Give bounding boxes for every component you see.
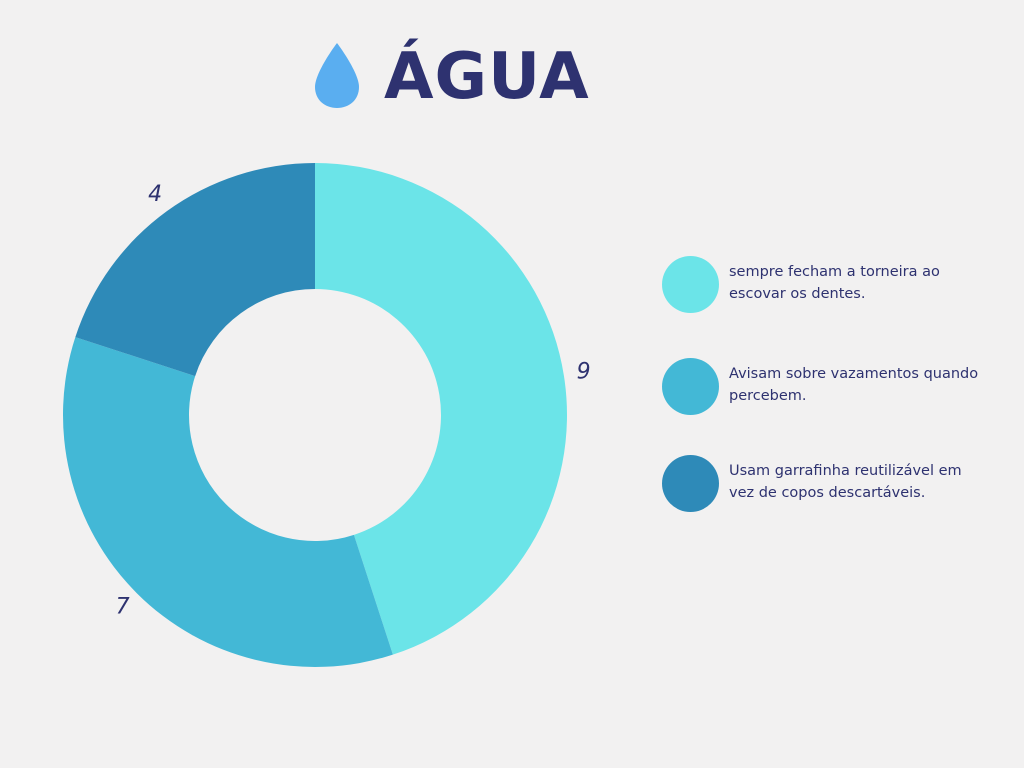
legend: sempre fecham a torneira ao escovar os d… <box>662 0 1002 768</box>
legend-item: Avisam sobre vazamentos quando percebem. <box>662 358 1002 416</box>
data-label: 9 <box>577 359 591 384</box>
donut-slice <box>62 337 393 667</box>
legend-item: sempre fecham a torneira ao escovar os d… <box>662 256 1002 314</box>
water-drop-icon <box>315 43 359 108</box>
data-label: 4 <box>148 182 162 207</box>
legend-label: Usam garrafinha reutilizável em vez de c… <box>729 463 962 501</box>
donut-slice <box>75 163 315 377</box>
header: ÁGUA <box>0 0 1024 130</box>
legend-label: sempre fecham a torneira ao escovar os d… <box>729 264 940 302</box>
legend-item: Usam garrafinha reutilizável em vez de c… <box>662 455 1002 513</box>
page-title: ÁGUA <box>384 40 590 114</box>
legend-swatch <box>662 358 719 415</box>
legend-swatch <box>662 256 719 313</box>
donut-slice <box>315 163 568 655</box>
legend-swatch <box>662 455 719 512</box>
legend-label: Avisam sobre vazamentos quando percebem. <box>729 366 979 404</box>
data-label: 7 <box>116 594 130 619</box>
